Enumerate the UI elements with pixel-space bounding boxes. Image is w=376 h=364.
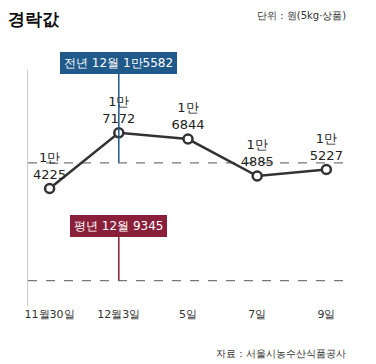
svg-text:5일: 5일	[179, 308, 197, 321]
svg-text:1만7172: 1만7172	[102, 94, 135, 126]
svg-text:전년 12월 1만5582: 전년 12월 1만5582	[64, 56, 173, 70]
svg-text:평년 12월 9345: 평년 12월 9345	[74, 219, 163, 233]
svg-text:경락값: 경락값	[8, 9, 60, 29]
svg-text:단위 : 원(5kg·상품): 단위 : 원(5kg·상품)	[257, 10, 346, 21]
svg-text:12월3일: 12월3일	[97, 308, 140, 321]
svg-text:11월30일: 11월30일	[25, 308, 75, 321]
svg-text:1만6844: 1만6844	[171, 100, 204, 132]
svg-text:1만4885: 1만4885	[241, 137, 274, 169]
svg-text:7일: 7일	[248, 308, 266, 321]
svg-text:9일: 9일	[317, 308, 335, 321]
svg-text:1만4225: 1만4225	[33, 150, 66, 182]
svg-text:1만5227: 1만5227	[310, 131, 343, 163]
svg-text:자료 : 서울시농수산식품공사: 자료 : 서울시농수산식품공사	[216, 348, 346, 359]
